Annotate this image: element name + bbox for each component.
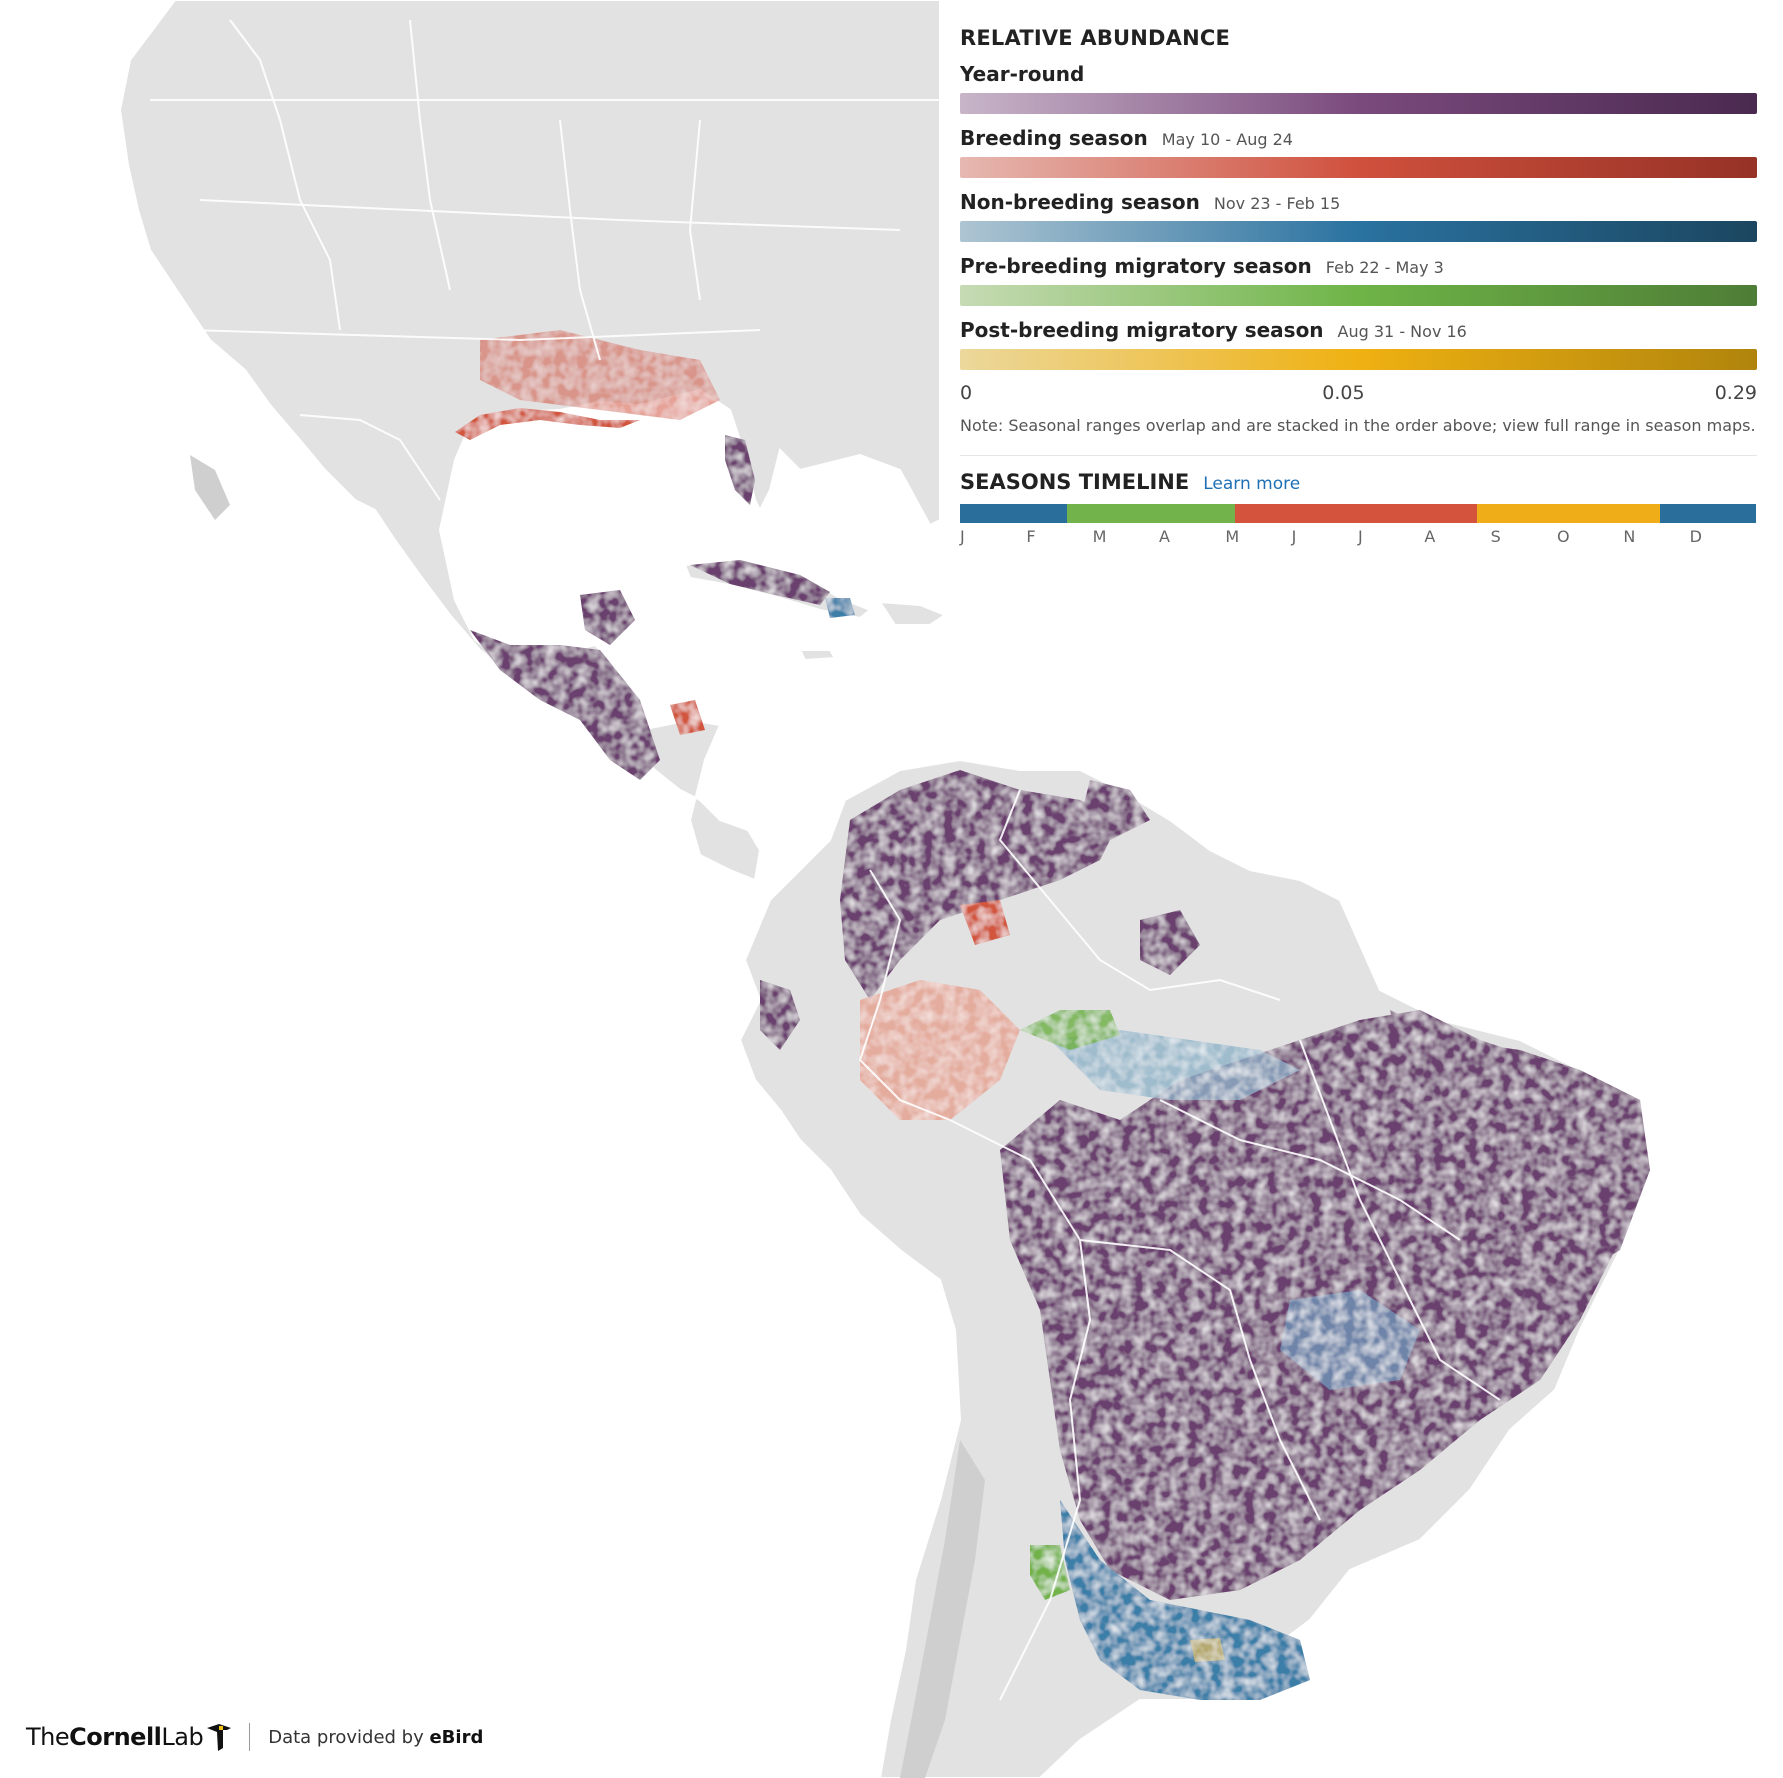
logo-text-cornell: Cornell xyxy=(69,1723,162,1751)
pre-breeding-gradient-bar xyxy=(960,285,1757,306)
footer-separator xyxy=(249,1723,251,1751)
legend-title: RELATIVE ABUNDANCE xyxy=(960,26,1231,50)
ebird-link[interactable]: eBird xyxy=(429,1726,484,1748)
month-label: A xyxy=(1159,527,1170,546)
month-label: J xyxy=(960,527,965,546)
non-breeding-amazon xyxy=(1050,1030,1300,1100)
season-non-breeding: Non-breeding season Nov 23 - Feb 15 xyxy=(960,190,1757,242)
timeline-segment-2 xyxy=(1234,504,1478,523)
season-name: Post-breeding migratory season xyxy=(960,318,1324,342)
scale-min: 0 xyxy=(960,382,973,404)
pre-breeding-amazon xyxy=(1020,1010,1120,1050)
cornell-lab-logo[interactable]: The Cornell Lab xyxy=(26,1722,233,1752)
seasons-timeline-bar xyxy=(960,504,1756,523)
non-breeding-gradient-bar xyxy=(960,221,1757,242)
legend-panel: RELATIVE ABUNDANCE Year-round Breeding s… xyxy=(940,0,1783,562)
year-round-gradient-bar xyxy=(960,93,1757,114)
legend-note: Note: Seasonal ranges overlap and are st… xyxy=(960,416,1756,435)
legend-divider xyxy=(960,455,1757,456)
non-breeding-cerrado xyxy=(1280,1290,1420,1390)
month-label: F xyxy=(1026,527,1036,546)
footer: The Cornell Lab Data provided by eBird xyxy=(26,1722,483,1752)
year-round-venezuela-coast xyxy=(1080,780,1150,840)
month-label: M xyxy=(1092,527,1107,546)
season-year-round: Year-round xyxy=(960,62,1757,114)
season-dates: Nov 23 - Feb 15 xyxy=(1213,194,1341,213)
year-round-guiana xyxy=(1140,910,1200,975)
abundance-scale: 0 0.05 0.29 xyxy=(960,382,1757,404)
timeline-title: SEASONS TIMELINE xyxy=(960,470,1190,494)
timeline-segment-3 xyxy=(1477,504,1661,523)
year-round-colombia xyxy=(840,770,1120,1000)
season-name: Year-round xyxy=(960,62,1085,86)
year-round-cuba xyxy=(690,560,830,605)
non-breeding-south xyxy=(1060,1500,1310,1700)
month-label: O xyxy=(1557,527,1570,546)
year-round-northeast-brazil xyxy=(1390,1010,1650,1280)
timeline-segment-0 xyxy=(960,504,1068,523)
year-round-pacific-coast xyxy=(760,980,800,1050)
timeline-segment-4 xyxy=(1660,504,1756,523)
season-name: Non-breeding season xyxy=(960,190,1200,214)
pre-breeding-argentina xyxy=(1030,1545,1070,1600)
non-breeding-hispaniola xyxy=(825,598,855,618)
abundance-overlay xyxy=(455,330,1650,1700)
breeding-gulf-coast xyxy=(455,408,640,440)
month-label: J xyxy=(1358,527,1363,546)
month-label: J xyxy=(1291,527,1297,546)
year-round-yucatan xyxy=(580,590,635,645)
bird-logo-icon xyxy=(207,1724,232,1751)
season-name: Pre-breeding migratory season xyxy=(960,254,1312,278)
breeding-gradient-bar xyxy=(960,157,1757,178)
month-label: N xyxy=(1623,527,1636,546)
breeding-venezuela xyxy=(960,900,1010,945)
jamaica-land xyxy=(798,649,837,662)
month-label: M xyxy=(1225,527,1240,546)
season-name: Breeding season xyxy=(960,126,1148,150)
scale-max: 0.29 xyxy=(1714,382,1757,404)
timeline-segment-1 xyxy=(1067,504,1235,523)
hispaniola-land xyxy=(878,600,948,626)
season-breeding: Breeding season May 10 - Aug 24 xyxy=(960,126,1757,178)
breeding-nicaragua xyxy=(670,700,705,735)
logo-text-the: The xyxy=(26,1723,70,1751)
north-america-land xyxy=(118,0,941,882)
scale-mid: 0.05 xyxy=(1322,382,1365,404)
learn-more-link[interactable]: Learn more xyxy=(1203,474,1301,494)
breeding-southeast-us xyxy=(480,330,720,420)
post-breeding-uruguay xyxy=(1190,1638,1225,1662)
month-label: S xyxy=(1490,527,1501,546)
season-dates: Feb 22 - May 3 xyxy=(1325,258,1444,277)
month-label: D xyxy=(1689,527,1702,546)
country-borders xyxy=(150,19,1501,1701)
season-dates: May 10 - Aug 24 xyxy=(1161,130,1293,149)
season-post-breeding: Post-breeding migratory season Aug 31 - N… xyxy=(960,318,1757,370)
post-breeding-gradient-bar xyxy=(960,349,1757,370)
andes-shading xyxy=(190,455,985,1778)
month-label: A xyxy=(1424,527,1436,546)
logo-text-lab: Lab xyxy=(161,1723,204,1751)
timeline-header: SEASONS TIMELINE Learn more xyxy=(960,470,1757,494)
season-pre-breeding: Pre-breeding migratory season Feb 22 - Ma… xyxy=(960,254,1757,306)
year-round-central-america xyxy=(470,630,660,780)
credit-text: Data provided by xyxy=(268,1726,430,1748)
year-round-florida xyxy=(725,435,755,505)
data-credit: Data provided by eBird xyxy=(268,1727,483,1748)
season-dates: Aug 31 - Nov 16 xyxy=(1337,322,1467,341)
breeding-amazon-west xyxy=(860,980,1020,1120)
